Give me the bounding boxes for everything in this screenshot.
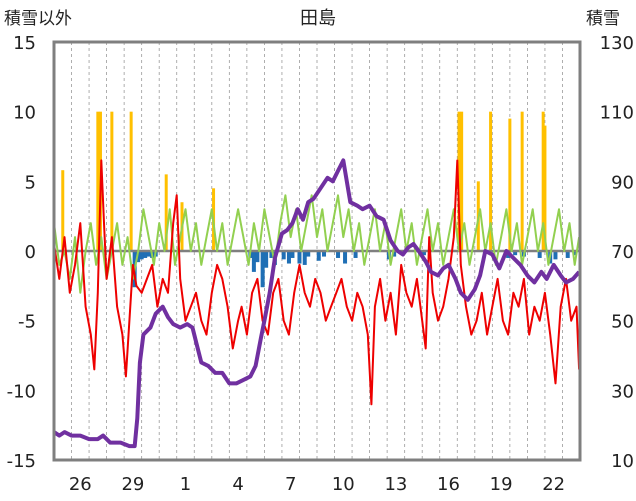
yellow-bar (61, 170, 65, 251)
blue-bar (537, 251, 542, 258)
blue-bar (251, 251, 256, 272)
y-left-tick-label: 0 (25, 242, 36, 263)
y-left-tick-label: -5 (18, 312, 36, 333)
blue-bar (513, 251, 518, 256)
blue-bar (343, 251, 348, 264)
yellow-bar (489, 111, 493, 252)
y-left-tick-label: 15 (13, 33, 36, 54)
y-right-tick-label: 30 (611, 381, 634, 402)
y-left-tick-label: 10 (13, 103, 36, 124)
blue-bar (322, 251, 327, 257)
yellow-bar (129, 111, 133, 252)
x-tick-label: 4 (232, 474, 243, 495)
yellow-bar (508, 118, 512, 251)
blue-bar (146, 251, 151, 257)
chart-title: 田島 (300, 8, 336, 29)
blue-bar (297, 251, 302, 264)
blue-bar (353, 251, 358, 258)
x-tick-label: 7 (285, 474, 296, 495)
y-left-tick-label: -15 (7, 451, 36, 472)
y-left-tick-label: 5 (25, 172, 36, 193)
x-tick-label: 19 (490, 474, 513, 495)
x-tick-label: 16 (437, 474, 460, 495)
blue-bar (264, 251, 269, 268)
blue-bar (281, 251, 286, 260)
yellow-bar (520, 111, 524, 252)
yellow-bar (541, 111, 545, 252)
blue-bar (421, 251, 426, 256)
blue-bar (139, 251, 144, 260)
yellow-bar (164, 174, 168, 251)
yellow-bar (110, 111, 114, 252)
blue-bar (306, 251, 311, 257)
x-tick-label: 22 (542, 474, 565, 495)
yellow-bar (457, 111, 461, 252)
left-axis-label: 積雪以外 (4, 9, 72, 29)
green-series-line (53, 194, 581, 294)
plot-frame (52, 40, 582, 462)
blue-bar (269, 251, 274, 258)
blue-bar (286, 251, 291, 264)
blue-bar (553, 251, 558, 260)
blue-bar (565, 251, 570, 258)
plot-area (52, 42, 581, 460)
x-tick-label: 1 (180, 474, 191, 495)
yellow-bar (96, 111, 100, 252)
yellow-bar (543, 125, 547, 251)
y-right-tick-label: 130 (600, 33, 634, 54)
x-tick-label: 10 (332, 474, 355, 495)
blue-bar (260, 251, 265, 288)
blue-bar (255, 251, 260, 263)
y-right-tick-label: 110 (600, 103, 634, 124)
temperature-line (53, 159, 581, 406)
y-right-tick-label: 50 (611, 312, 634, 333)
blue-bar (572, 251, 577, 256)
y-right-tick-label: 10 (611, 451, 634, 472)
snow-depth-line (52, 158, 581, 449)
right-axis-label: 積雪 (586, 9, 620, 29)
blue-bar (290, 251, 295, 258)
y-left-tick-label: -10 (7, 381, 36, 402)
blue-bar (316, 251, 321, 261)
blue-bar (136, 251, 141, 263)
blue-bar (302, 251, 307, 265)
x-tick-label: 13 (384, 474, 407, 495)
x-tick-label: 26 (69, 474, 92, 495)
blue-bar (143, 251, 148, 258)
yellow-bar (460, 111, 464, 252)
y-right-tick-label: 70 (611, 242, 634, 263)
blue-bar (336, 251, 341, 258)
y-right-tick-label: 90 (611, 172, 634, 193)
blue-bar (392, 251, 397, 257)
x-tick-label: 29 (121, 474, 144, 495)
